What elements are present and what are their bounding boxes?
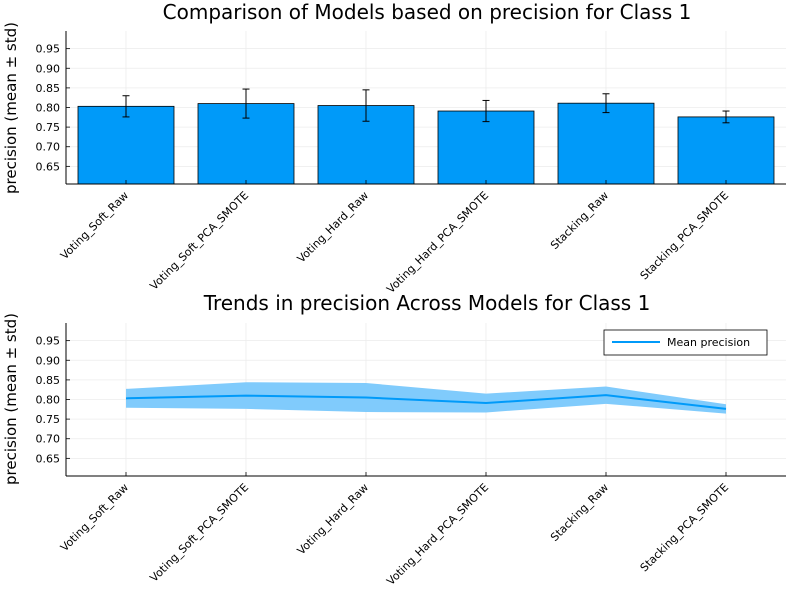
y-tick-label: 0.85 (36, 374, 61, 387)
y-tick-label: 0.75 (36, 413, 61, 426)
y-tick-label: 0.95 (36, 335, 61, 348)
y-tick-label: 0.95 (36, 43, 61, 56)
bar (77, 105, 175, 185)
line-chart-legend: Mean precision (603, 329, 768, 356)
line-chart-y-ticks: 0.65 0.70 0.75 0.80 0.85 0.90 0.95 (36, 335, 70, 465)
bar (557, 102, 655, 185)
line-chart-ylabel: precision (mean ± std) (2, 313, 20, 485)
y-tick-label: 0.90 (36, 354, 61, 367)
y-tick-label: 0.70 (36, 433, 61, 446)
bar-chart-title: Comparison of Models based on precision … (163, 0, 692, 24)
std-band (126, 382, 726, 414)
line-chart-title: Trends in precision Across Models for Cl… (203, 291, 651, 315)
y-tick-label: 0.85 (36, 82, 61, 95)
mean-line (125, 394, 727, 410)
bar-chart-bars (77, 88, 775, 185)
legend-box (603, 329, 768, 356)
legend-label: Mean precision (667, 336, 750, 349)
line-chart-marks (125, 382, 727, 414)
y-tick-label: 0.80 (36, 102, 61, 115)
bar-chart-ylabel: precision (mean ± std) (2, 22, 20, 194)
y-tick-label: 0.65 (36, 160, 61, 173)
y-tick-label: 0.70 (36, 141, 61, 154)
y-tick-label: 0.65 (36, 452, 61, 465)
y-tick-label: 0.75 (36, 121, 61, 134)
y-tick-label: 0.90 (36, 62, 61, 75)
y-tick-label: 0.80 (36, 394, 61, 407)
bar-chart-y-ticks: 0.65 0.70 0.75 0.80 0.85 0.90 0.95 (36, 43, 70, 173)
bar (677, 116, 775, 185)
